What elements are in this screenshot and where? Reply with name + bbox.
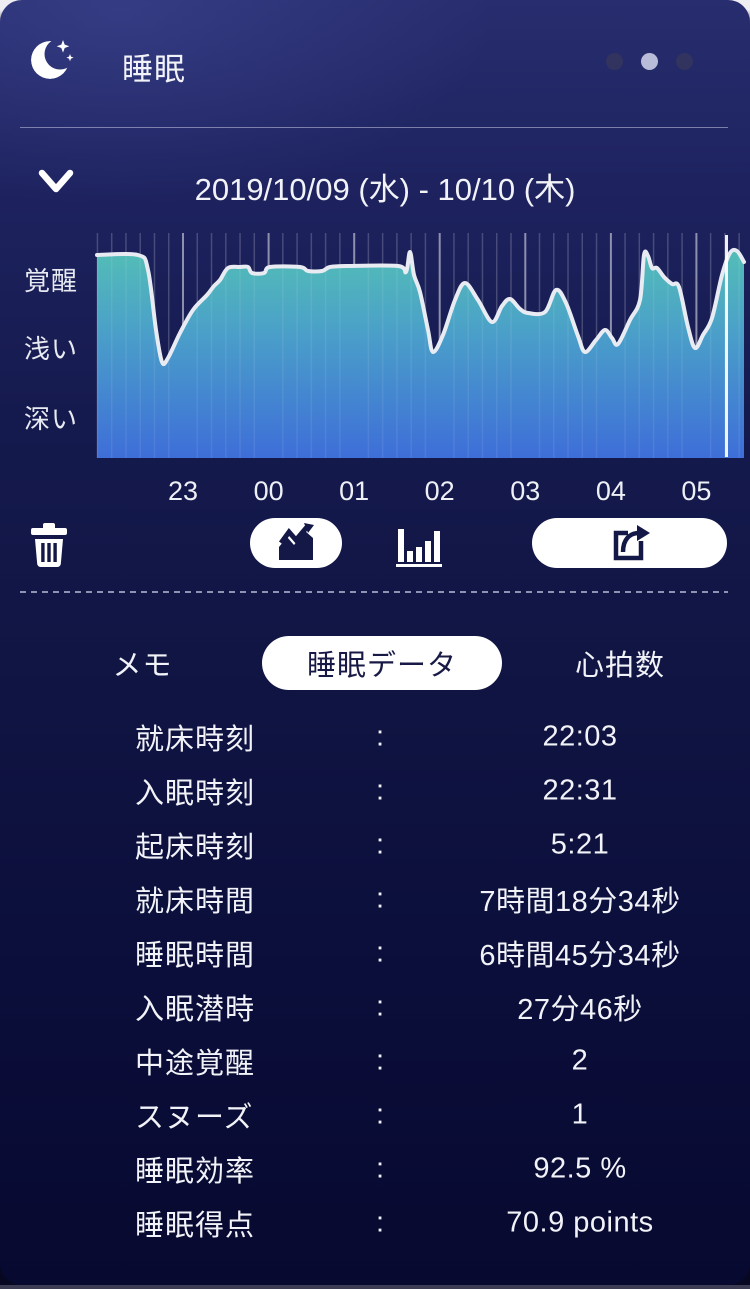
tab-heart-rate[interactable]: 心拍数 xyxy=(555,640,685,686)
stat-value: 6時間45分34秒 xyxy=(479,940,681,972)
stat-separator: : xyxy=(375,1152,385,1185)
stat-separator: : xyxy=(375,774,385,807)
x-axis-hour-label: 03 xyxy=(510,476,541,506)
stat-row: スヌーズ : 1 xyxy=(0,1088,750,1142)
x-axis-hour-label: 05 xyxy=(681,476,712,506)
stat-label: 睡眠得点 xyxy=(135,1210,256,1242)
tab-sleep-data[interactable]: 睡眠データ xyxy=(262,636,502,690)
tab-memo[interactable]: メモ xyxy=(95,640,190,686)
page-title: 睡眠 xyxy=(122,52,186,87)
bottom-edge-strip xyxy=(0,1285,750,1289)
date-range-label[interactable]: 2019/10/09 (水) - 10/10 (木) xyxy=(194,172,576,207)
stat-row: 就床時間 : 7時間18分34秒 xyxy=(0,872,750,926)
page-indicator[interactable] xyxy=(606,53,693,70)
stat-separator: : xyxy=(375,1044,385,1077)
stat-value: 5:21 xyxy=(550,828,610,861)
x-axis-hour-label: 23 xyxy=(167,476,199,506)
x-axis-hour-label: 04 xyxy=(595,476,626,506)
stat-separator: : xyxy=(375,1206,385,1239)
stat-value: 7時間18分34秒 xyxy=(479,886,681,918)
stat-separator: : xyxy=(375,720,385,753)
line-chart-view-button[interactable] xyxy=(250,518,342,568)
delete-record-button[interactable] xyxy=(28,522,72,570)
stat-row: 睡眠効率 : 92.5 % xyxy=(0,1142,750,1196)
stat-separator: : xyxy=(375,990,385,1023)
stat-row: 入眠時刻 : 22:31 xyxy=(0,764,750,818)
stat-label: 入眠潜時 xyxy=(135,994,256,1026)
y-axis-stage-label: 覚醒 xyxy=(24,266,79,296)
y-axis-stage-label: 浅い xyxy=(24,334,79,364)
stat-label: 睡眠時間 xyxy=(135,940,256,972)
stat-label: 就床時刻 xyxy=(135,724,256,756)
stat-label: スヌーズ xyxy=(135,1102,254,1134)
page-dot[interactable] xyxy=(676,53,693,70)
x-axis-hour-label: 02 xyxy=(424,476,455,506)
page-dot[interactable] xyxy=(606,53,623,70)
stat-value: 27分46秒 xyxy=(517,994,643,1026)
stat-row: 入眠潜時 : 27分46秒 xyxy=(0,980,750,1034)
stat-separator: : xyxy=(375,882,385,915)
stat-row: 睡眠時間 : 6時間45分34秒 xyxy=(0,926,750,980)
stat-value: 92.5 % xyxy=(533,1152,627,1185)
stat-separator: : xyxy=(375,828,385,861)
chevron-down-icon xyxy=(38,169,74,193)
bar-chart-icon xyxy=(396,529,442,567)
stat-separator: : xyxy=(375,936,385,969)
stat-row: 起床時刻 : 5:21 xyxy=(0,818,750,872)
stat-label: 睡眠効率 xyxy=(135,1156,256,1188)
share-button[interactable] xyxy=(532,518,727,568)
stat-value: 2 xyxy=(571,1044,589,1077)
moon-icon xyxy=(31,40,74,79)
stat-label: 起床時刻 xyxy=(135,832,256,864)
section-divider-dashed xyxy=(20,591,728,593)
stat-label: 入眠時刻 xyxy=(135,778,256,810)
x-axis-hour-label: 01 xyxy=(339,476,370,506)
collapse-chevron-button[interactable] xyxy=(38,166,78,198)
stat-row: 中途覚醒 : 2 xyxy=(0,1034,750,1088)
page-dot-active[interactable] xyxy=(641,53,658,70)
stat-row: 睡眠得点 : 70.9 points xyxy=(0,1196,750,1250)
stat-separator: : xyxy=(375,1098,385,1131)
header-divider xyxy=(20,127,728,128)
stat-value: 70.9 points xyxy=(506,1206,654,1239)
trash-icon xyxy=(31,523,67,568)
bar-chart-view-button[interactable] xyxy=(396,520,448,568)
stat-label: 中途覚醒 xyxy=(135,1048,256,1080)
stat-value: 22:03 xyxy=(542,720,618,753)
area-chart-icon xyxy=(278,523,314,560)
stat-value: 22:31 xyxy=(542,774,618,807)
stat-row: 就床時刻 : 22:03 xyxy=(0,710,750,764)
y-axis-stage-label: 深い xyxy=(24,404,79,434)
stat-value: 1 xyxy=(571,1098,589,1131)
sleep-stage-chart xyxy=(95,233,746,458)
stat-label: 就床時間 xyxy=(135,886,256,918)
sleep-stats-table: 就床時刻 : 22:03 入眠時刻 : 22:31 起床時刻 : 5:21 就床… xyxy=(0,710,750,1250)
share-icon xyxy=(613,525,650,561)
x-axis-hour-label: 00 xyxy=(253,476,284,506)
